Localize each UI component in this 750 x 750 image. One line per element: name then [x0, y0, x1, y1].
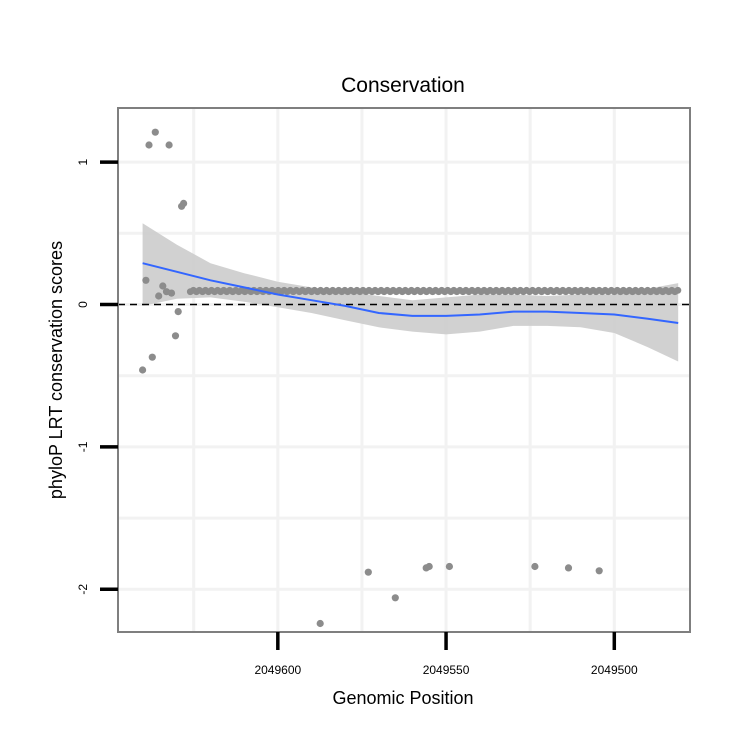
- data-point: [564, 564, 573, 572]
- smooth-fit-line: [142, 262, 679, 324]
- data-point: [139, 366, 147, 374]
- data-point: [595, 567, 603, 575]
- grid-lines: [118, 108, 690, 632]
- y-tick-label: -1: [76, 441, 90, 452]
- x-axis-ticks: 2049600 2049550 2049500: [254, 632, 638, 677]
- data-point: [167, 289, 176, 297]
- data-points-group: [139, 128, 682, 628]
- data-point: [391, 594, 399, 602]
- data-point: [364, 568, 372, 576]
- data-point: [180, 199, 188, 207]
- data-point: [148, 353, 156, 361]
- data-point: [425, 562, 433, 571]
- y-axis-label: phyloP LRT conservation scores: [46, 241, 66, 499]
- data-point: [159, 282, 167, 290]
- y-tick-label: 0: [76, 301, 90, 308]
- data-point: [142, 276, 150, 284]
- data-point: [174, 308, 182, 316]
- data-point: [145, 141, 153, 149]
- y-axis-ticks: 1 0 -1 -2: [76, 158, 118, 595]
- data-point: [674, 286, 682, 294]
- data-point: [316, 619, 324, 628]
- data-point: [155, 292, 163, 300]
- data-point: [171, 332, 180, 340]
- data-point: [531, 562, 539, 571]
- x-tick-label: 2049500: [591, 663, 638, 677]
- data-point: [151, 128, 159, 136]
- smooth-line-group: [142, 262, 679, 324]
- chart-title: Conservation: [341, 74, 465, 97]
- x-tick-label: 2049550: [423, 663, 470, 677]
- y-tick-label: -2: [76, 584, 90, 595]
- data-point: [165, 141, 173, 149]
- y-tick-label: 1: [76, 158, 90, 165]
- x-tick-label: 2049600: [254, 663, 301, 677]
- panel-border: [117, 107, 691, 633]
- data-point: [445, 562, 453, 571]
- x-axis-label: Genomic Position: [332, 688, 473, 708]
